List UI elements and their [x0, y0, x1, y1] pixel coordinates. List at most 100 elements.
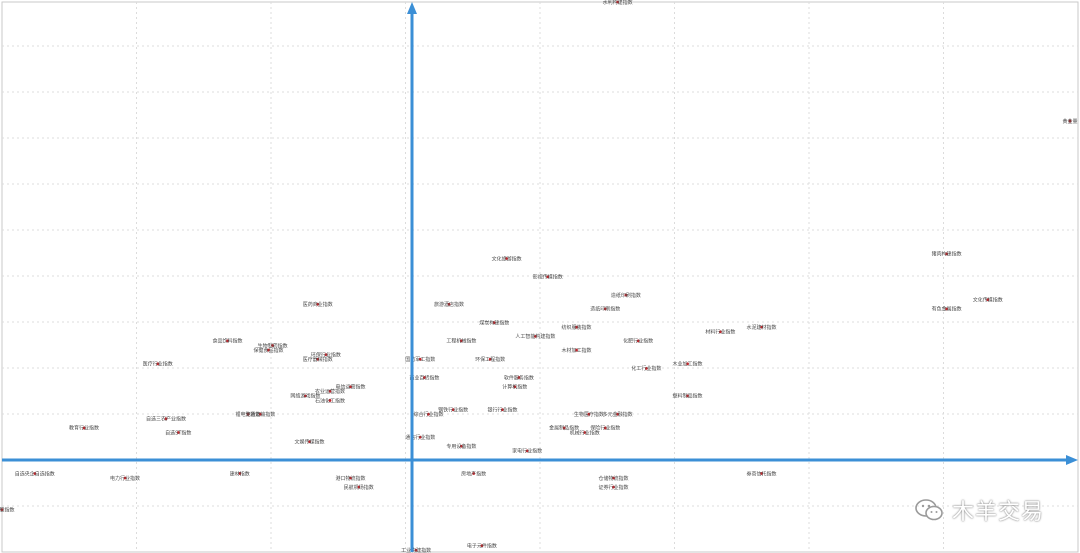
point-label: 环保工程指数: [475, 356, 505, 363]
point-marker: [164, 417, 168, 421]
point-label: 自选ST指数: [165, 429, 191, 436]
point-label: 医药商业指数: [303, 301, 333, 308]
data-point: 建材指数: [230, 470, 250, 477]
data-point: 综合行业指数: [413, 411, 443, 418]
point-marker: [316, 302, 320, 306]
point-marker: [603, 426, 607, 430]
point-label: 人工智能构建指数: [515, 333, 555, 340]
point-label: 文化旅游指数: [492, 255, 522, 262]
data-point: 保险行业指数: [590, 425, 620, 432]
data-point: 工业构建指数: [401, 547, 431, 553]
point-marker: [546, 275, 550, 279]
y-axis-arrowhead: [407, 2, 417, 14]
point-marker: [575, 348, 578, 352]
point-label: 电子元件指数: [467, 542, 497, 549]
point-marker: [686, 362, 689, 366]
point-label: 钢铁行业指数: [438, 406, 468, 413]
data-point: 软件服务指数: [504, 374, 534, 381]
point-marker: [308, 440, 311, 444]
wechat-bubbles-icon: [915, 499, 943, 521]
point-label: 木材加工指数: [561, 347, 591, 354]
data-point: 教育行业指数: [69, 425, 99, 432]
point-label: 工业构建指数: [401, 547, 431, 553]
point-label: 生物制药指数: [258, 342, 288, 349]
point-label: 银行行业指数: [487, 406, 517, 413]
point-label: 教育行业指数: [69, 425, 99, 432]
data-point: 医疗行业指数: [143, 361, 173, 368]
point-label: 水泥建材指数: [747, 324, 777, 331]
point-marker: [505, 257, 508, 260]
point-marker: [459, 339, 463, 343]
data-point: 仓储物流指数: [599, 475, 629, 482]
point-label: 材料行业指数: [705, 329, 735, 336]
point-label: 电力行业指数: [110, 475, 140, 482]
data-point: 多元金融指数: [603, 411, 633, 418]
point-label: 龙头股指数: [0, 506, 15, 513]
data-point: 木材加工指数: [561, 347, 591, 354]
data-point: 文化传媒指数: [973, 297, 1003, 304]
watermark-text: 木羊交易: [951, 500, 1044, 525]
data-point: 券商信托指数: [747, 470, 777, 477]
point-label: 机械行业指数: [570, 429, 600, 436]
point-label: 网络游戏指数: [290, 393, 320, 400]
data-point: 金属制品指数: [549, 425, 579, 432]
point-marker: [645, 367, 648, 370]
point-marker: [422, 376, 426, 379]
data-point: 房地产指数: [461, 470, 486, 477]
data-point: 环保行业指数: [311, 351, 341, 358]
data-point: 有色金属指数: [932, 306, 962, 313]
point-label: 证券行业指数: [599, 484, 629, 491]
point-label: 塑料制品指数: [673, 393, 703, 400]
point-label: 影视传媒指数: [533, 274, 563, 281]
data-point: 计算机指数: [502, 384, 527, 391]
point-marker: [349, 476, 352, 480]
point-label: 券商信托指数: [747, 470, 777, 477]
point-marker: [258, 412, 262, 416]
point-marker: [492, 321, 496, 324]
point-marker: [447, 302, 451, 306]
data-point: 医药商业指数: [303, 301, 333, 308]
point-marker: [33, 472, 37, 475]
point-label: 商业百货指数: [409, 374, 439, 381]
point-label: 锂电池指数: [235, 411, 260, 418]
point-label: 建材指数: [230, 470, 250, 477]
data-point: 木业加工指数: [673, 361, 703, 368]
data-point: 龙头股指数: [0, 506, 15, 513]
point-label: 黄金量: [1062, 118, 1077, 125]
point-label: 保险行业指数: [590, 425, 620, 432]
data-point: 电子元件指数: [467, 542, 497, 549]
point-marker: [488, 357, 492, 361]
data-point: 专用设备指数: [446, 443, 476, 450]
point-label: 猪肉构建指数: [932, 251, 962, 258]
point-marker: [418, 357, 422, 361]
point-label: 电信运营指数: [335, 384, 365, 391]
point-label: 计算机指数: [502, 384, 527, 391]
point-marker: [480, 544, 484, 548]
data-point: 自选央企自选指数: [15, 470, 55, 477]
data-point: 造纸印刷指数: [590, 306, 620, 313]
point-label: 国防军工指数: [405, 356, 435, 363]
point-marker: [616, 0, 620, 4]
point-marker: [986, 298, 990, 302]
point-marker: [414, 548, 418, 552]
data-point: 旅游酒店指数: [434, 301, 464, 308]
data-point: 水利构建指数: [603, 0, 633, 6]
point-label: 农业运营指数: [315, 388, 345, 395]
point-marker: [271, 344, 274, 347]
point-label: 交通运输指数: [245, 411, 275, 418]
data-point: 生物医疗指数: [574, 411, 604, 418]
data-point: 文娱传媒指数: [294, 438, 324, 445]
data-point: 人工智能构建指数: [515, 333, 555, 340]
point-label: 有色金属指数: [932, 306, 962, 313]
data-point: 化工行业指数: [631, 365, 661, 372]
point-marker: [0, 508, 4, 511]
point-label: 环保行业指数: [311, 351, 341, 358]
point-marker: [587, 412, 591, 416]
point-label: 房地产指数: [461, 470, 486, 477]
point-marker: [349, 385, 352, 389]
data-point: 银行行业指数: [487, 406, 517, 413]
data-point: 自选三农产业指数: [146, 416, 186, 423]
